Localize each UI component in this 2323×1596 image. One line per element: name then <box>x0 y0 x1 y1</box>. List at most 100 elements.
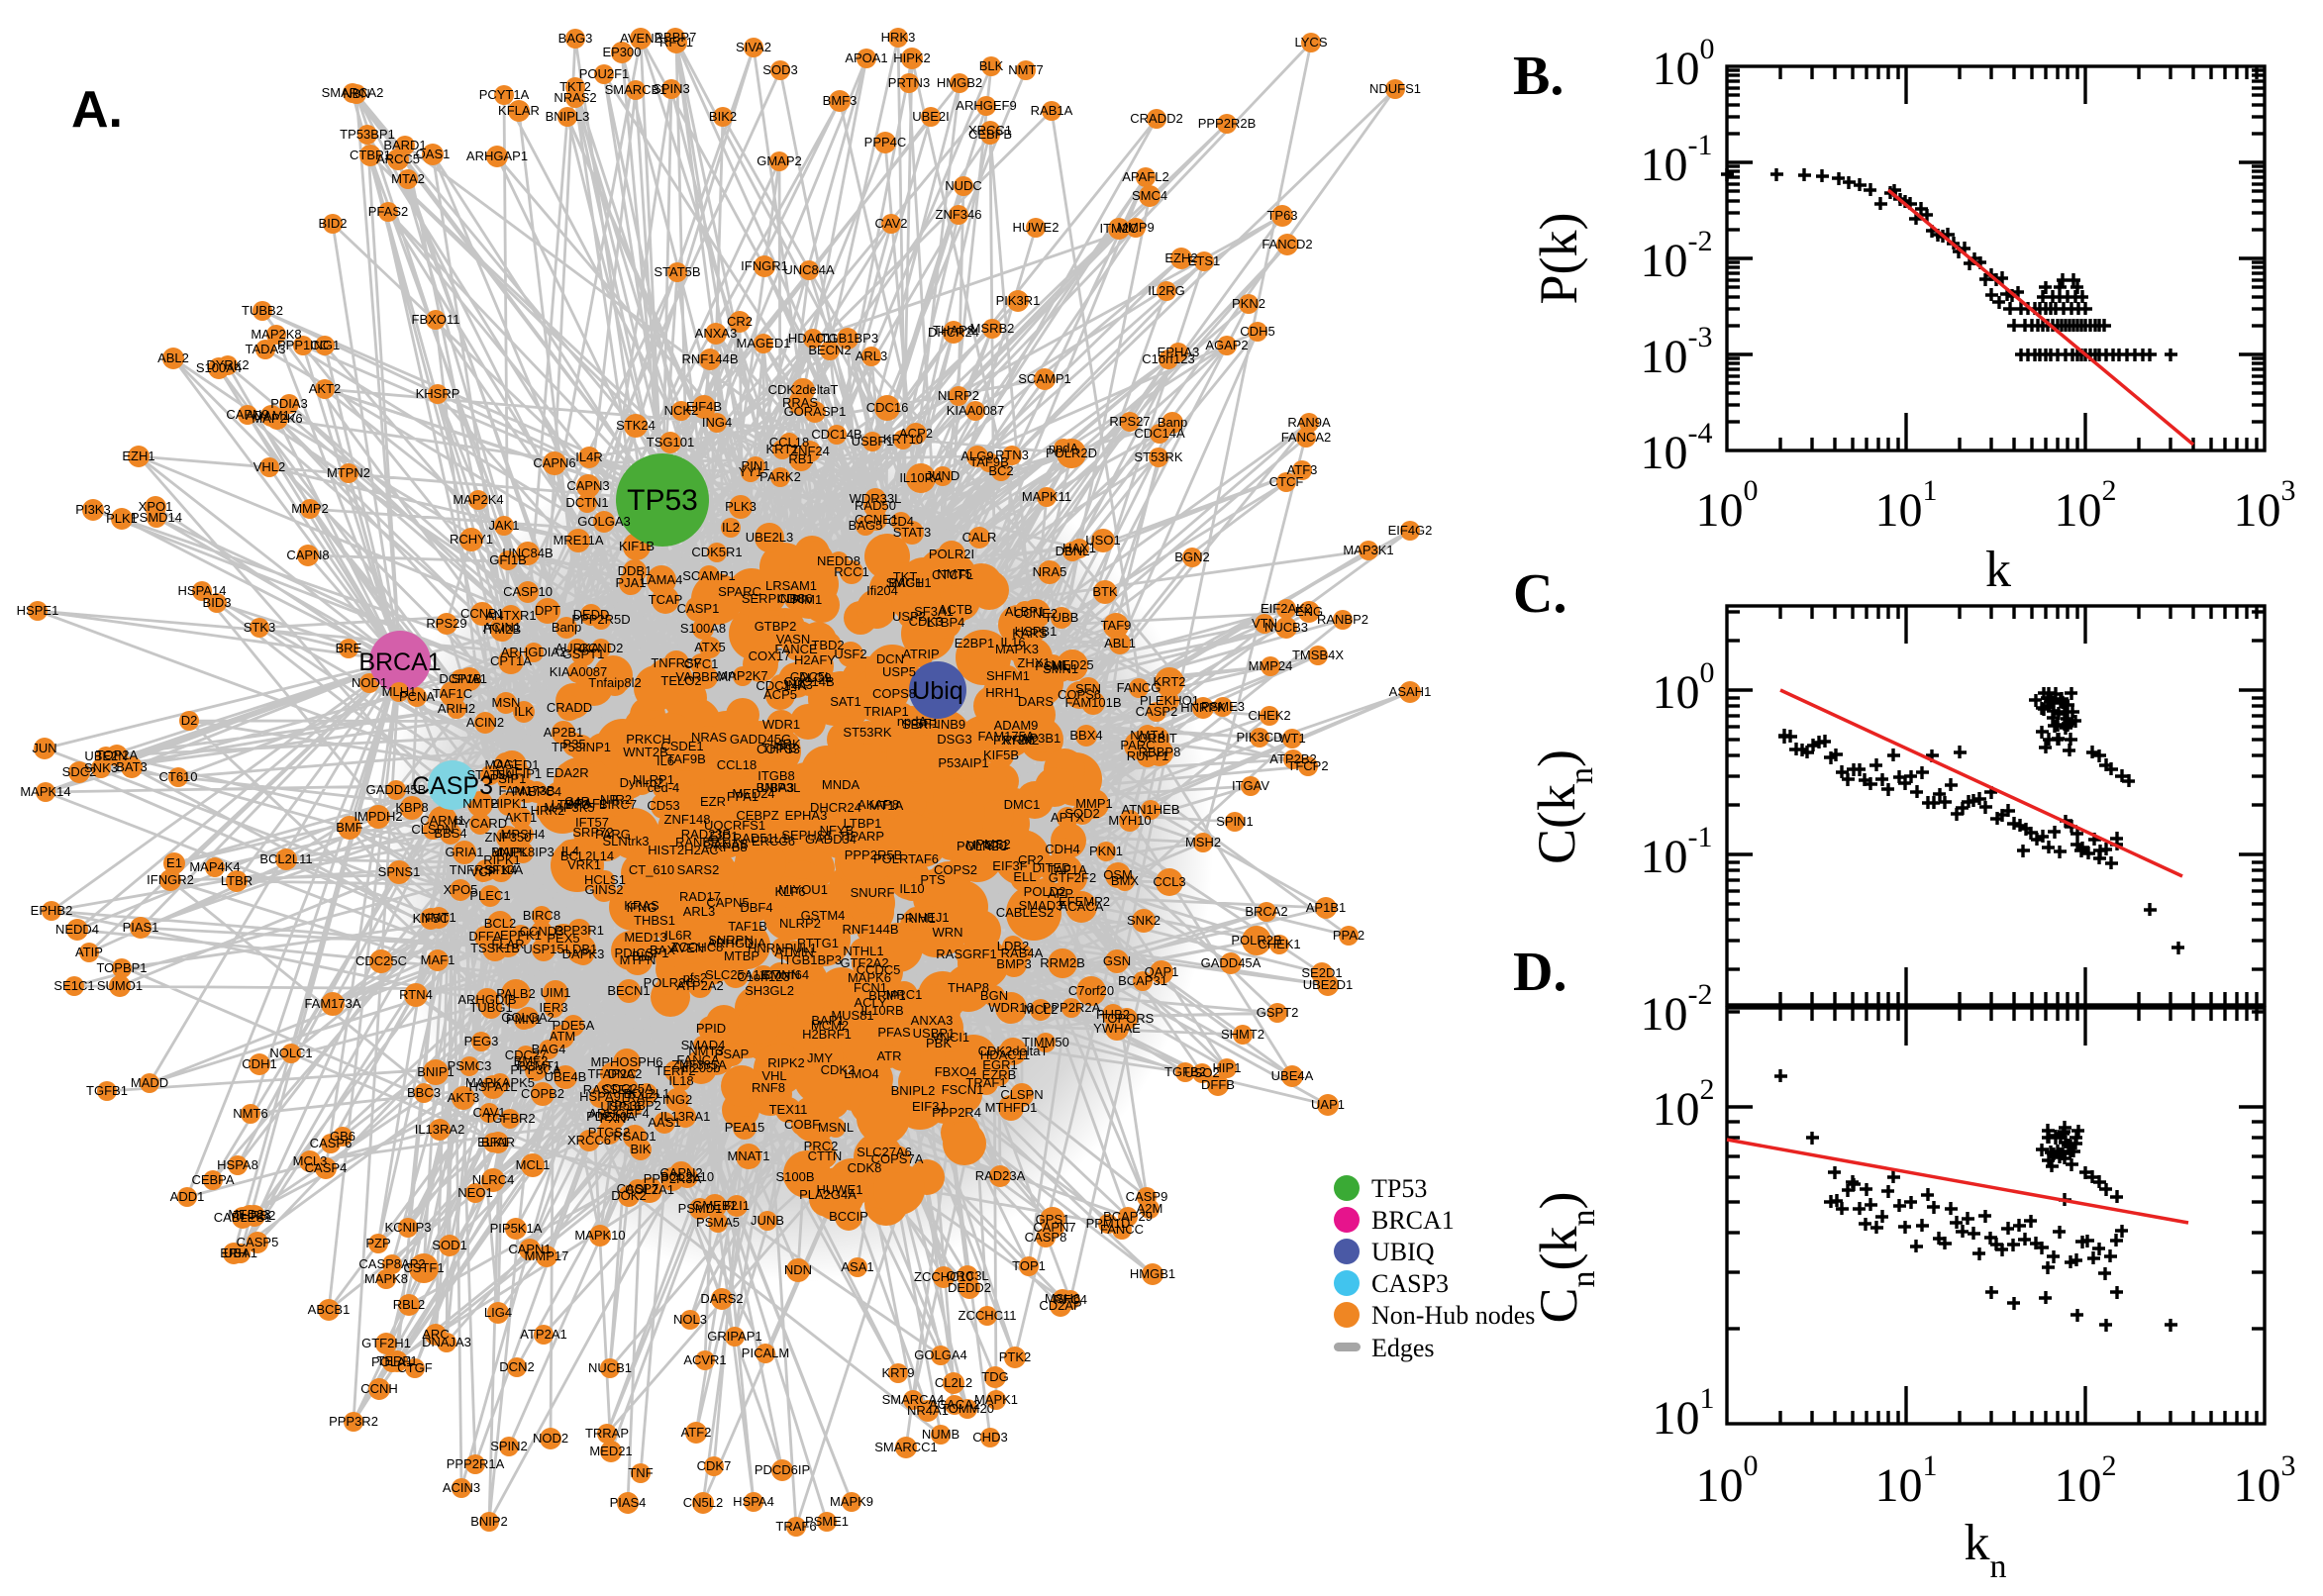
svg-text:SCAMP1: SCAMP1 <box>1018 371 1070 386</box>
svg-text:EP300: EP300 <box>602 45 641 59</box>
svg-text:ARHGAP1: ARHGAP1 <box>466 149 528 163</box>
svg-text:ING4: ING4 <box>702 415 732 430</box>
svg-text:BNIP3L: BNIP3L <box>757 780 801 795</box>
svg-text:S100B: S100B <box>775 1169 814 1184</box>
svg-text:TNFRSF: TNFRSF <box>651 655 701 670</box>
svg-text:PFAS: PFAS <box>877 1025 911 1040</box>
svg-text:PDIA3: PDIA3 <box>270 396 308 411</box>
svg-text:CAV1: CAV1 <box>473 1105 506 1120</box>
svg-text:TOP1: TOP1 <box>1012 1258 1046 1273</box>
svg-text:MAF1: MAF1 <box>421 952 455 967</box>
svg-text:ATF2: ATF2 <box>681 1425 712 1440</box>
svg-text:SERPINB9: SERPINB9 <box>902 717 965 732</box>
svg-text:PPP3R2: PPP3R2 <box>329 1414 378 1429</box>
svg-text:NUCB3: NUCB3 <box>1264 620 1308 635</box>
svg-text:PBK: PBK <box>926 1036 952 1050</box>
svg-text:GRIPAP1: GRIPAP1 <box>707 1329 761 1344</box>
svg-text:PPP2R1A: PPP2R1A <box>447 1456 505 1471</box>
svg-text:PIAS4: PIAS4 <box>610 1495 647 1510</box>
svg-text:ASA1: ASA1 <box>841 1259 873 1274</box>
svg-text:TGFB1: TGFB1 <box>86 1083 128 1098</box>
svg-text:SOD1: SOD1 <box>432 1238 466 1252</box>
svg-text:JAK1: JAK1 <box>488 518 519 533</box>
svg-text:FANCA2: FANCA2 <box>1281 430 1332 445</box>
svg-text:SPIN2: SPIN2 <box>490 1439 528 1453</box>
svg-text:DSG3: DSG3 <box>937 732 971 747</box>
svg-text:MAP2K7: MAP2K7 <box>717 668 767 683</box>
svg-text:ATF3: ATF3 <box>1287 462 1318 477</box>
svg-text:ABCB1: ABCB1 <box>308 1302 351 1317</box>
svg-text:PIK3R1: PIK3R1 <box>996 293 1041 308</box>
svg-text:ETS1: ETS1 <box>1188 253 1221 268</box>
svg-text:BCL2L14: BCL2L14 <box>560 848 614 863</box>
svg-text:UBE2I: UBE2I <box>912 109 950 124</box>
svg-text:MAPK14: MAPK14 <box>20 784 70 799</box>
svg-text:RFC1: RFC1 <box>659 35 693 50</box>
svg-text:CASP10: CASP10 <box>503 584 553 599</box>
svg-text:TEX11: TEX11 <box>769 1102 808 1117</box>
svg-text:KIAA0087: KIAA0087 <box>947 403 1005 418</box>
svg-text:UBE4A: UBE4A <box>1271 1068 1314 1083</box>
svg-text:TAF1C: TAF1C <box>433 686 472 701</box>
svg-text:NMT5: NMT5 <box>937 566 971 581</box>
svg-text:RAD50: RAD50 <box>855 498 896 513</box>
svg-text:THAP8: THAP8 <box>933 323 974 338</box>
svg-text:UBIQ: UBIQ <box>1371 1238 1435 1266</box>
svg-text:CCL18: CCL18 <box>769 435 809 449</box>
svg-text:PIP5K1A: PIP5K1A <box>490 1221 543 1236</box>
svg-text:EIF4G2: EIF4G2 <box>1388 523 1433 538</box>
svg-text:AKT2: AKT2 <box>309 381 342 396</box>
svg-text:BID2: BID2 <box>319 216 348 231</box>
svg-text:FBXO11: FBXO11 <box>412 312 460 327</box>
svg-text:WDR1: WDR1 <box>762 717 800 732</box>
svg-text:TFCP2: TFCP2 <box>1287 758 1328 773</box>
svg-text:CDK5R1: CDK5R1 <box>691 545 742 559</box>
svg-text:PHB2: PHB2 <box>1096 1007 1130 1022</box>
svg-text:ORBIT: ORBIT <box>1138 731 1177 746</box>
svg-text:CAPN6: CAPN6 <box>533 455 575 470</box>
svg-text:CDH4: CDH4 <box>1045 842 1079 856</box>
svg-text:DCP1B: DCP1B <box>439 671 481 686</box>
svg-text:USO1: USO1 <box>1085 533 1120 548</box>
svg-text:RBL2: RBL2 <box>393 1297 426 1312</box>
svg-text:HMGB1: HMGB1 <box>1130 1266 1175 1281</box>
svg-text:SMAD3: SMAD3 <box>1019 898 1063 913</box>
svg-text:EZH1: EZH1 <box>122 449 154 463</box>
svg-text:CRADD2: CRADD2 <box>1130 111 1182 126</box>
svg-text:MAP2K8: MAP2K8 <box>251 327 301 342</box>
svg-text:PSME1: PSME1 <box>805 1514 849 1529</box>
svg-text:C7orf20: C7orf20 <box>1068 983 1114 998</box>
svg-text:COPS8: COPS8 <box>872 686 916 701</box>
svg-text:SHFM1: SHFM1 <box>986 668 1030 683</box>
svg-text:DDB1: DDB1 <box>618 563 653 578</box>
svg-text:MTBP: MTBP <box>724 948 759 963</box>
svg-text:CAV2: CAV2 <box>875 216 908 231</box>
svg-text:ING1: ING1 <box>310 338 340 352</box>
svg-text:BID3: BID3 <box>203 595 232 610</box>
svg-text:PSMC3: PSMC3 <box>448 1058 492 1073</box>
svg-text:CASP3: CASP3 <box>412 772 493 800</box>
svg-text:GSTM4: GSTM4 <box>801 908 846 923</box>
svg-text:CLSPN: CLSPN <box>1000 1087 1043 1102</box>
svg-text:DCTN1: DCTN1 <box>565 495 608 510</box>
svg-text:PARK2: PARK2 <box>759 469 801 484</box>
svg-text:PPID: PPID <box>696 1021 726 1036</box>
svg-text:VHL2: VHL2 <box>253 459 286 474</box>
svg-text:DFFA: DFFA <box>468 929 502 944</box>
svg-text:HRK2: HRK2 <box>531 803 565 818</box>
svg-text:PICALM: PICALM <box>742 1346 789 1360</box>
svg-text:MCL2: MCL2 <box>1024 1002 1059 1017</box>
svg-text:ACIN2: ACIN2 <box>466 715 504 730</box>
svg-text:D2: D2 <box>181 713 198 728</box>
svg-text:RAB4A: RAB4A <box>1001 946 1044 960</box>
svg-text:USP15: USP15 <box>523 942 563 956</box>
svg-text:NLRP2: NLRP2 <box>938 388 979 403</box>
svg-text:ARC: ARC <box>422 1327 449 1342</box>
svg-text:IL18: IL18 <box>668 1073 693 1088</box>
svg-text:SUMO1: SUMO1 <box>97 978 143 993</box>
svg-text:CASP8AP2: CASP8AP2 <box>358 1256 425 1271</box>
svg-text:BAT3: BAT3 <box>116 759 148 774</box>
svg-text:CD2AP: CD2AP <box>1039 1298 1081 1313</box>
svg-text:AKAP8: AKAP8 <box>858 797 899 812</box>
svg-text:SPIN3: SPIN3 <box>653 81 690 96</box>
